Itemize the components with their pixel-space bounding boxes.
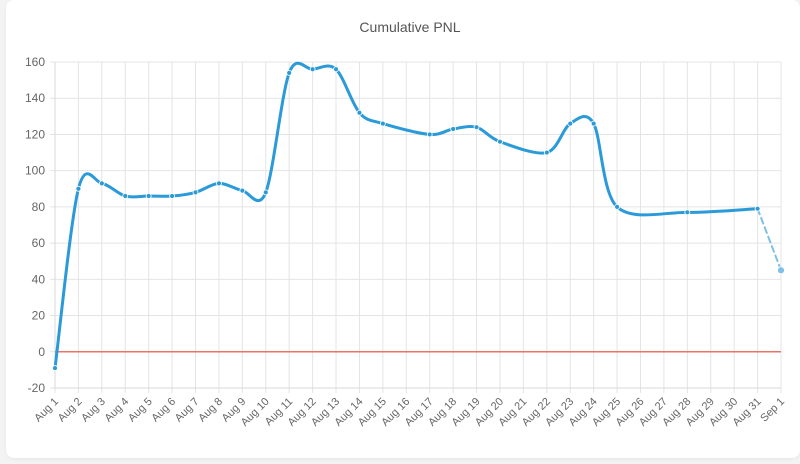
x-tick-label: Aug 4: [103, 396, 132, 425]
data-point: [426, 131, 433, 138]
data-point: [333, 66, 339, 73]
y-tick-label: 0: [38, 345, 45, 359]
data-point: [98, 180, 105, 187]
y-tick-label: 160: [25, 55, 45, 69]
x-tick-label: Sep 1: [758, 396, 787, 425]
data-point: [169, 193, 175, 199]
y-tick-label: -20: [28, 381, 46, 395]
data-point: [192, 189, 199, 196]
x-tick-label: Aug 3: [79, 396, 108, 425]
data-point: [777, 266, 785, 275]
data-point: [145, 193, 152, 199]
x-tick-label: Aug 8: [196, 396, 225, 425]
data-point: [286, 69, 293, 76]
y-tick-label: 120: [25, 127, 45, 141]
y-tick-label: 20: [32, 309, 46, 323]
grid: [50, 61, 782, 393]
data-point: [379, 120, 386, 127]
data-point: [614, 203, 620, 210]
x-tick-label: Aug 7: [173, 396, 202, 425]
data-point: [590, 120, 597, 127]
y-axis-ticks: -20 0 20 40 60 80 100 120 140 160: [25, 55, 45, 395]
x-tick-label: Aug 1: [32, 396, 61, 425]
x-tick-label: Aug 2: [56, 396, 85, 425]
y-tick-label: 60: [32, 236, 46, 250]
series: [53, 61, 782, 370]
y-tick-label: 80: [32, 200, 46, 214]
data-point: [122, 193, 129, 199]
data-point: [497, 138, 503, 145]
data-point: [52, 365, 58, 371]
data-point: [216, 180, 222, 187]
y-tick-label: 100: [25, 164, 45, 178]
data-points: [52, 66, 785, 371]
data-point: [239, 187, 246, 194]
data-point: [356, 109, 363, 116]
data-point: [75, 185, 82, 192]
data-point: [309, 66, 316, 73]
data-point: [262, 189, 269, 196]
data-point: [543, 149, 550, 156]
data-point: [473, 124, 480, 131]
y-tick-label: 140: [25, 91, 45, 105]
y-tick-label: 40: [32, 272, 46, 286]
data-point: [684, 209, 691, 216]
x-tick-label: Aug 5: [126, 396, 155, 425]
x-tick-label: Aug 6: [149, 396, 178, 425]
chart-title: Cumulative PNL: [359, 19, 460, 35]
chart-card: [6, 0, 800, 458]
data-point: [754, 205, 761, 212]
projection-series-line: [756, 207, 782, 272]
data-point: [450, 126, 457, 132]
data-point: [567, 120, 574, 127]
